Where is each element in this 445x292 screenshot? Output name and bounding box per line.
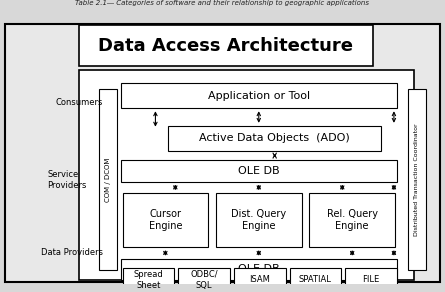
Text: Service
Providers: Service Providers: [47, 170, 86, 190]
Bar: [168, 126, 381, 151]
Bar: [121, 160, 397, 182]
Bar: [121, 83, 397, 108]
Text: COM / DCOM: COM / DCOM: [105, 157, 111, 202]
Text: Spread
Sheet: Spread Sheet: [134, 270, 163, 290]
Text: Cursor
Engine: Cursor Engine: [149, 209, 182, 231]
Text: ISAM: ISAM: [249, 275, 270, 284]
Bar: [123, 268, 174, 291]
Bar: [99, 89, 117, 270]
Bar: [121, 259, 397, 280]
Bar: [345, 268, 397, 291]
Bar: [408, 89, 426, 270]
Text: Table 2.1― Categories of software and their relationship to geographic applicati: Table 2.1― Categories of software and th…: [75, 0, 369, 6]
Text: FILE: FILE: [362, 275, 380, 284]
Text: Data Access Architecture: Data Access Architecture: [98, 37, 353, 55]
Text: Distributed Transaction Coordinator: Distributed Transaction Coordinator: [414, 124, 419, 236]
Text: SPATIAL: SPATIAL: [299, 275, 332, 284]
Text: Data Providers: Data Providers: [41, 248, 103, 258]
Text: Active Data Objects  (ADO): Active Data Objects (ADO): [199, 133, 350, 143]
Bar: [309, 193, 395, 247]
Text: OLE DB: OLE DB: [238, 166, 279, 176]
Text: ODBC/
SQL: ODBC/ SQL: [190, 270, 218, 290]
Bar: [79, 25, 373, 66]
Text: Consumers: Consumers: [55, 98, 102, 107]
Bar: [216, 193, 302, 247]
Text: Rel. Query
Engine: Rel. Query Engine: [327, 209, 378, 231]
Bar: [234, 268, 286, 291]
Text: Dist. Query
Engine: Dist. Query Engine: [231, 209, 286, 231]
Text: Application or Tool: Application or Tool: [208, 91, 310, 101]
Bar: [178, 268, 230, 291]
Bar: [123, 193, 208, 247]
Bar: [290, 268, 341, 291]
Text: OLE DB: OLE DB: [238, 264, 279, 274]
Bar: [79, 70, 414, 280]
